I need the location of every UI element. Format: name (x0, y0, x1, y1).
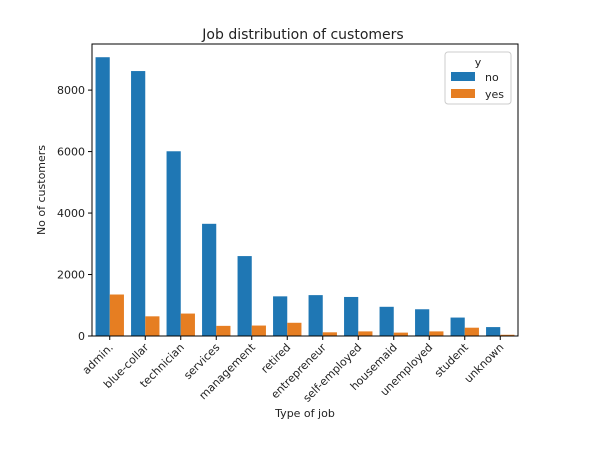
bar-yes-student (464, 327, 479, 336)
plot-frame (91, 43, 519, 337)
bar-no-services (202, 223, 217, 336)
bar-yes-housemaid (393, 332, 408, 336)
bar-no-unemployed (415, 309, 430, 336)
bar-yes-retired (287, 322, 302, 336)
bar-no-self-employed (344, 296, 359, 336)
legend-label-yes: yes (485, 88, 504, 101)
bar-no-technician (166, 151, 181, 336)
y-tick-label: 0 (78, 330, 85, 343)
y-axis: 0 2000 4000 6000 8000 (57, 84, 92, 343)
y-axis-label: No of customers (35, 145, 48, 235)
bar-no-unknown (486, 327, 501, 336)
bar-yes-unknown (500, 334, 515, 336)
bar-yes-management (251, 325, 266, 336)
bar-no-student (450, 317, 465, 336)
bar-yes-unemployed (429, 331, 444, 336)
bar-yes-blue-collar (145, 316, 160, 336)
bars-group (95, 57, 515, 337)
legend: y no yes (444, 51, 512, 105)
bar-yes-technician (180, 313, 195, 336)
legend-swatch-no (451, 72, 475, 81)
y-tick-label: 8000 (57, 84, 85, 97)
y-tick-label: 4000 (57, 207, 85, 220)
legend-title: y (475, 56, 482, 69)
legend-swatch-yes (451, 89, 475, 98)
bar-no-entrepreneur (308, 295, 323, 336)
x-tick-label: retired (258, 341, 293, 376)
x-axis: admin.blue-collartechnicianservicesmanag… (80, 336, 507, 405)
y-tick-label: 2000 (57, 269, 85, 282)
bar-no-admin. (95, 57, 110, 336)
y-tick-label: 6000 (57, 146, 85, 159)
bar-no-retired (273, 296, 288, 336)
x-axis-label: Type of job (274, 407, 335, 420)
bar-no-blue-collar (131, 71, 146, 337)
bar-yes-admin. (109, 294, 124, 336)
bar-yes-self-employed (358, 331, 373, 336)
chart-title: Job distribution of customers (201, 27, 403, 43)
bar-yes-entrepreneur (322, 332, 337, 336)
legend-label-no: no (485, 71, 499, 84)
bar-yes-services (216, 325, 231, 336)
bar-no-management (237, 256, 252, 336)
bar-no-housemaid (379, 306, 394, 336)
x-tick-label: unknown (462, 341, 507, 386)
